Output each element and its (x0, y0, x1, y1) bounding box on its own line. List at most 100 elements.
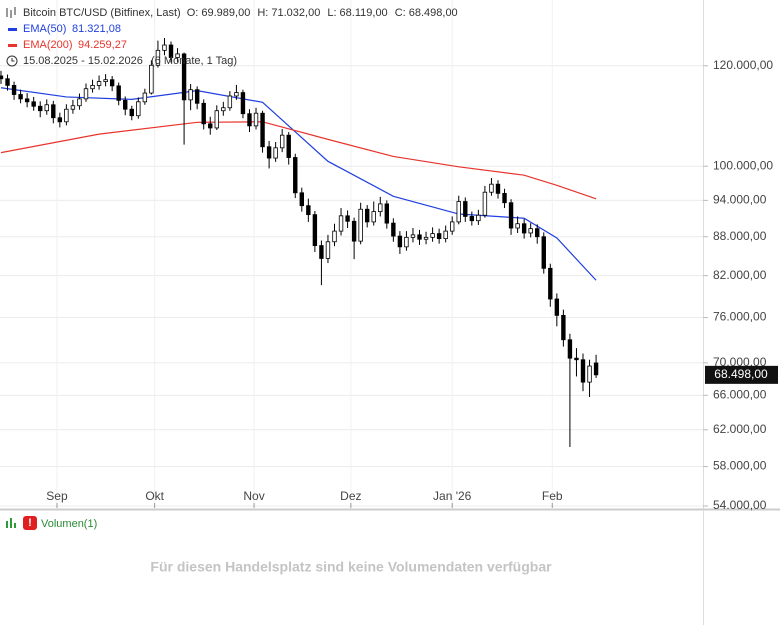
candle-body (279, 134, 285, 149)
candle-body (358, 208, 363, 242)
candle-body (554, 298, 560, 316)
candle-body (587, 365, 592, 383)
legend: Bitcoin BTC/USD (Bitfinex, Last) EMA(50)… (6, 7, 237, 67)
candle-body (482, 191, 488, 216)
candle-body (31, 101, 36, 107)
instrument-title: Bitcoin BTC/USD (Bitfinex, Last) (23, 7, 181, 19)
ohlc-label: H: 71.032,00 (257, 7, 320, 19)
candle-body (456, 201, 461, 223)
volume-panel (0, 509, 780, 625)
candle-body (541, 236, 546, 269)
candle-body (548, 267, 553, 300)
y-tick-label: 66.000,00 (713, 387, 767, 401)
candle-body (64, 108, 69, 123)
legend-label: EMA(200) (23, 39, 73, 51)
candle-body (136, 101, 141, 117)
legend-swatch (8, 28, 17, 31)
candle-body (417, 234, 422, 240)
candle-body (273, 147, 278, 159)
candle-body (123, 99, 128, 110)
candle-body (208, 123, 213, 129)
candle-body (521, 223, 527, 234)
candle-body (83, 88, 89, 100)
ohlc-label: O: 69.989,00 (187, 7, 251, 19)
candle-body (181, 53, 187, 101)
candle-body (528, 228, 533, 234)
candle-body (44, 104, 49, 112)
candle-body (508, 202, 514, 229)
legend-swatch (8, 44, 17, 47)
candle-body (38, 105, 43, 112)
candle-body (312, 214, 318, 246)
candle-body (57, 117, 63, 123)
candle-body (404, 236, 409, 248)
candle-body (168, 44, 174, 58)
candle-body (129, 108, 134, 117)
candle-body (240, 92, 246, 115)
candle-body (116, 85, 121, 101)
candle-body (149, 64, 154, 94)
candle-body (306, 205, 311, 216)
candle-body (0, 75, 4, 80)
candle-body (515, 223, 520, 229)
last-price-label: 68.498,00 (714, 367, 768, 381)
candle-body (142, 92, 148, 103)
candle-body (332, 230, 337, 243)
clock-icon (6, 55, 18, 67)
candle-body (443, 230, 448, 240)
candle-body (351, 220, 357, 242)
candle-body (188, 89, 193, 101)
ema-line (0, 121, 597, 200)
candle-body (247, 113, 252, 127)
candle-body (227, 95, 233, 109)
candle-body (574, 357, 579, 361)
candle-body (535, 228, 540, 238)
y-tick-label: 82.000,00 (713, 268, 767, 282)
candle-body (103, 79, 108, 82)
candle-body (436, 233, 442, 240)
candle-body (253, 112, 259, 127)
candle-body (286, 134, 291, 158)
candle-body (293, 157, 298, 194)
candle-body (450, 221, 455, 232)
candle-body (371, 211, 376, 223)
y-tick-label: 100.000,00 (713, 158, 773, 172)
ohlc-label: C: 68.498,00 (395, 7, 458, 19)
y-tick-label: 62.000,00 (713, 422, 767, 436)
warning-icon (23, 516, 37, 530)
ema-line (0, 87, 597, 281)
period: 15.08.2025 - 15.02.2026 (23, 55, 143, 67)
candle-body (221, 107, 226, 112)
candle-body (11, 84, 17, 95)
period-note: (6 Monate, 1 Tag) (151, 55, 237, 67)
candle-body (24, 98, 30, 103)
x-tick-label: Okt (145, 489, 164, 503)
candle-body (266, 146, 272, 159)
volume-message: Für diesen Handelsplatz sind keine Volum… (150, 559, 552, 575)
candle-body (299, 192, 304, 207)
candle-body (397, 235, 403, 248)
x-tick-label: Sep (46, 489, 68, 503)
clock-icon (11, 58, 15, 62)
candle-body (561, 314, 566, 341)
candle-body (391, 222, 396, 237)
candle-body (476, 214, 481, 222)
candle-body (51, 104, 56, 119)
y-tick-label: 120.000,00 (713, 58, 773, 72)
candle-body (260, 112, 265, 148)
candle-body (489, 183, 494, 193)
legend-label: EMA(50) (23, 23, 66, 35)
legend-value: 81.321,08 (72, 23, 121, 35)
candle-body (96, 81, 102, 86)
candle-body (194, 89, 200, 104)
candle-body (325, 241, 331, 259)
x-tick-label: Feb (542, 489, 563, 503)
candle-body (580, 359, 586, 383)
candle-body (234, 92, 239, 97)
candle-body (162, 44, 167, 51)
candle-body (423, 236, 429, 240)
candle-body (502, 192, 507, 204)
volume-title: Volumen(1) (41, 518, 97, 530)
ohlc-label: L: 68.119,00 (327, 7, 387, 19)
